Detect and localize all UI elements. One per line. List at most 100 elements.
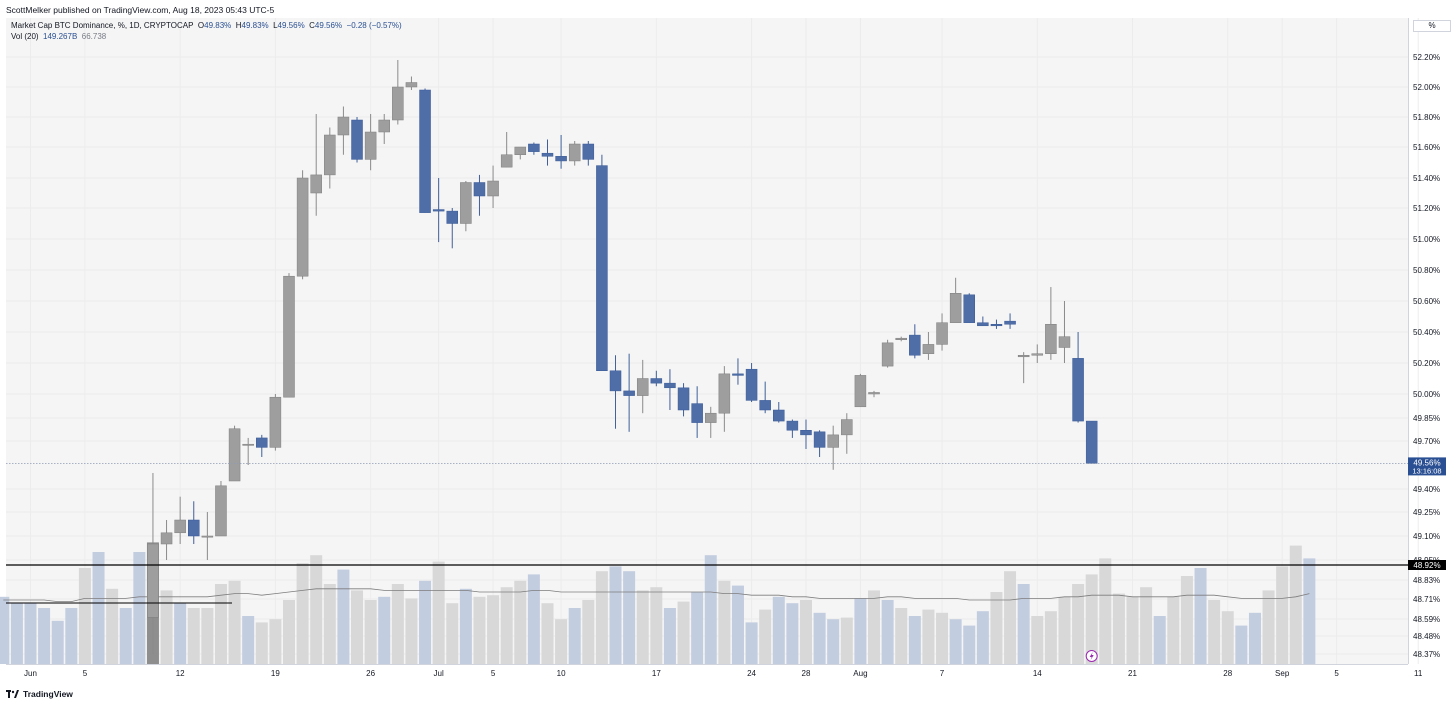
candle-body — [1045, 324, 1057, 354]
chart-legend: Market Cap BTC Dominance, %, 1D, CRYPTOC… — [11, 20, 402, 42]
candle-body — [541, 152, 554, 157]
x-tick-label: 5 — [1334, 669, 1339, 678]
legend-row-volume: Vol (20) 149.267B 66.738 — [11, 31, 402, 42]
candle-body — [487, 180, 499, 197]
candle-body — [500, 154, 513, 168]
y-tick-label: 51.80% — [1413, 113, 1440, 122]
x-tick-label: 11 — [1414, 669, 1423, 678]
legend-high: 49.83% — [241, 21, 269, 30]
volume-bar — [1208, 600, 1221, 664]
candle-body — [854, 375, 867, 408]
y-tick-label: 50.00% — [1413, 390, 1440, 399]
footer-brand[interactable]: TradingView — [6, 687, 73, 701]
volume-bar — [228, 580, 241, 664]
candle-body — [650, 378, 663, 384]
candle-body — [228, 428, 241, 482]
candle-body — [841, 419, 853, 436]
volume-bar — [337, 569, 350, 664]
x-tick-label: Jun — [24, 669, 37, 678]
volume-bar — [827, 619, 840, 664]
candle-body — [283, 275, 295, 398]
volume-bar — [636, 590, 649, 664]
y-tick-label: 52.20% — [1413, 53, 1440, 62]
volume-bar — [214, 584, 227, 664]
candle-body — [963, 294, 975, 323]
x-tick-label: 28 — [1223, 669, 1232, 678]
volume-bar — [351, 590, 364, 664]
x-tick-label: Jul — [434, 669, 444, 678]
candle-body — [310, 174, 322, 194]
volume-bar — [242, 616, 255, 664]
y-tick-label: 48.59% — [1413, 615, 1440, 624]
volume-bar — [310, 555, 323, 664]
level-badge — [1408, 560, 1446, 570]
time-axis[interactable] — [6, 664, 1408, 682]
volume-bar — [813, 612, 826, 664]
candle-body — [895, 337, 907, 341]
x-tick-label: 24 — [747, 669, 756, 678]
price-axis[interactable] — [1408, 18, 1456, 664]
publish-bar: ScottMelker published on TradingView.com… — [0, 0, 1456, 18]
levels-layer — [6, 463, 1408, 604]
x-tick-label: Sep — [1275, 669, 1290, 678]
candle-body — [813, 431, 826, 448]
volume-bar — [419, 580, 432, 664]
volume-bar — [160, 590, 173, 664]
y-tick-label: 51.20% — [1413, 204, 1440, 213]
volume-bar — [432, 561, 445, 664]
legend-change: −0.28 (−0.57%) — [346, 21, 402, 30]
x-tick-label: 17 — [652, 669, 661, 678]
candle-body — [446, 210, 459, 224]
candle-body — [432, 209, 445, 212]
x-tick-label: 28 — [802, 669, 811, 678]
legend-vol-value: 149.267B — [43, 32, 78, 41]
candle-body — [378, 119, 390, 133]
footer-brand-text: TradingView — [23, 689, 73, 699]
legend-close-label: C — [309, 21, 315, 30]
x-tick-label: Aug — [853, 669, 867, 678]
volume-bar — [78, 568, 91, 664]
candle-body — [568, 143, 581, 162]
grid-layer — [6, 18, 1419, 664]
level-badge-text: 48.92% — [1413, 561, 1440, 570]
candle-body — [351, 119, 363, 160]
volume-bar — [527, 574, 540, 664]
y-tick-label: 49.25% — [1413, 508, 1440, 517]
volume-bar — [922, 609, 935, 664]
volume-bar — [799, 600, 812, 664]
volume-bar — [1180, 576, 1193, 664]
volume-bar — [24, 603, 37, 664]
legend-open: 49.83% — [204, 21, 232, 30]
legend-open-label: O — [197, 21, 205, 30]
volume-bar — [174, 603, 187, 664]
y-tick-label: 48.71% — [1413, 595, 1440, 604]
price-badge — [1408, 457, 1446, 476]
candle-body — [705, 412, 717, 423]
candle-body — [677, 387, 690, 411]
volume-bar — [854, 598, 867, 664]
legend-vol-label: Vol (20) — [11, 32, 39, 41]
candle-body — [337, 116, 350, 136]
volume-bar — [936, 612, 949, 664]
y-tick-label: 50.40% — [1413, 328, 1440, 337]
legend-vol-ma: 66.738 — [81, 32, 107, 41]
candle-body — [514, 146, 527, 155]
axis-unit-button[interactable]: % — [1413, 20, 1451, 32]
y-tick-label: 49.85% — [1413, 414, 1440, 423]
candle-body — [827, 434, 839, 448]
candle-body — [664, 382, 676, 389]
volume-bar — [1248, 612, 1261, 664]
candle-body — [582, 143, 595, 160]
x-tick-label: 19 — [271, 669, 280, 678]
y-tick-label: 48.83% — [1413, 576, 1440, 585]
candle-body — [1017, 355, 1030, 358]
volume-bar — [568, 608, 581, 664]
volume-bar — [1303, 558, 1316, 664]
candle-body — [419, 89, 431, 213]
candle-body — [881, 342, 894, 367]
volume-bar — [459, 588, 472, 664]
volume-bar — [51, 620, 64, 664]
volume-bar — [895, 608, 908, 664]
volume-bar — [881, 600, 894, 664]
